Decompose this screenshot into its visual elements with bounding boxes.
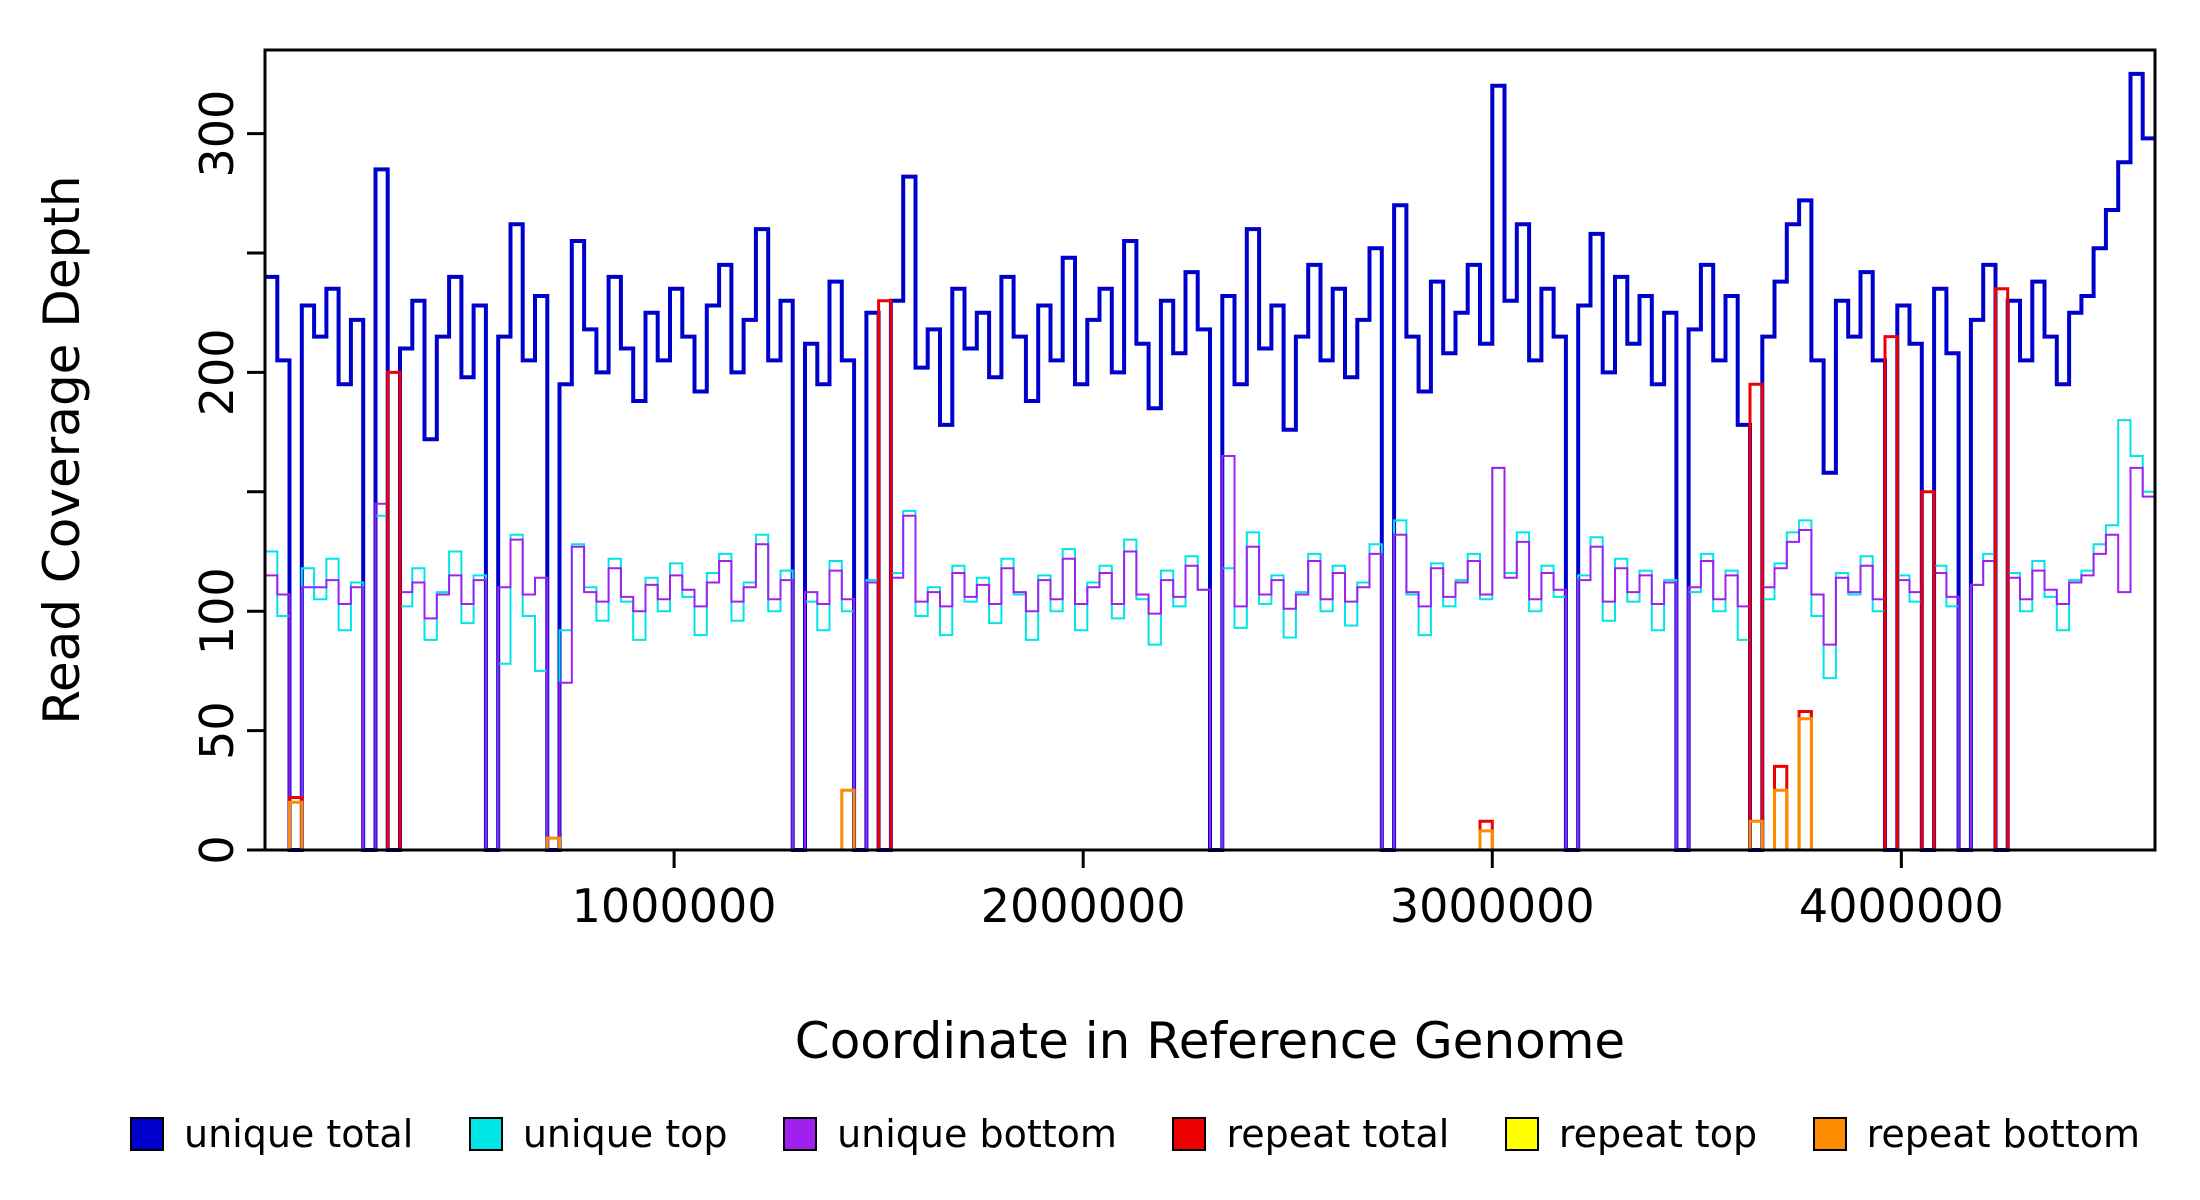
legend-swatch-repeat-bottom <box>1812 1117 1847 1151</box>
legend-swatch-repeat-top <box>1504 1117 1539 1151</box>
plot-box <box>263 48 2157 852</box>
legend-label-repeat-top: repeat top <box>1558 1112 1758 1156</box>
legend-item-repeat-top: repeat top <box>1504 1112 1758 1156</box>
legend-label-unique-top: unique top <box>522 1112 728 1156</box>
y-tick-label: 300 <box>190 90 244 178</box>
y-tick-label: 100 <box>190 567 244 655</box>
legend-item-unique-top: unique top <box>468 1112 728 1156</box>
x-tick-label: 2000000 <box>981 879 1186 933</box>
x-tick-label: 1000000 <box>572 879 777 933</box>
legend-label-repeat-total: repeat total <box>1226 1112 1450 1156</box>
legend-item-unique-total: unique total <box>130 1112 413 1156</box>
legend: unique total unique top unique bottom repea… <box>130 1112 2140 1156</box>
y-tick-label: 50 <box>190 701 244 760</box>
y-tick-label: 200 <box>190 328 244 416</box>
x-axis-title: Coordinate in Reference Genome <box>794 1012 1626 1070</box>
legend-swatch-unique-total <box>130 1117 164 1151</box>
y-tick-label: 0 <box>190 835 244 864</box>
x-tick-label: 3000000 <box>1390 879 1595 933</box>
legend-swatch-unique-bottom <box>783 1117 818 1151</box>
legend-item-unique-bottom: unique bottom <box>783 1112 1117 1156</box>
legend-swatch-repeat-total <box>1172 1117 1207 1151</box>
y-axis-title: Read Coverage Depth <box>33 175 91 725</box>
legend-label-unique-bottom: unique bottom <box>837 1112 1117 1156</box>
legend-label-unique-total: unique total <box>184 1112 414 1156</box>
legend-item-repeat-total: repeat total <box>1172 1112 1449 1156</box>
x-tick-label: 4000000 <box>1799 879 2004 933</box>
legend-item-repeat-bottom: repeat bottom <box>1812 1112 2140 1156</box>
legend-label-repeat-bottom: repeat bottom <box>1866 1112 2140 1156</box>
legend-swatch-unique-top <box>468 1117 503 1151</box>
